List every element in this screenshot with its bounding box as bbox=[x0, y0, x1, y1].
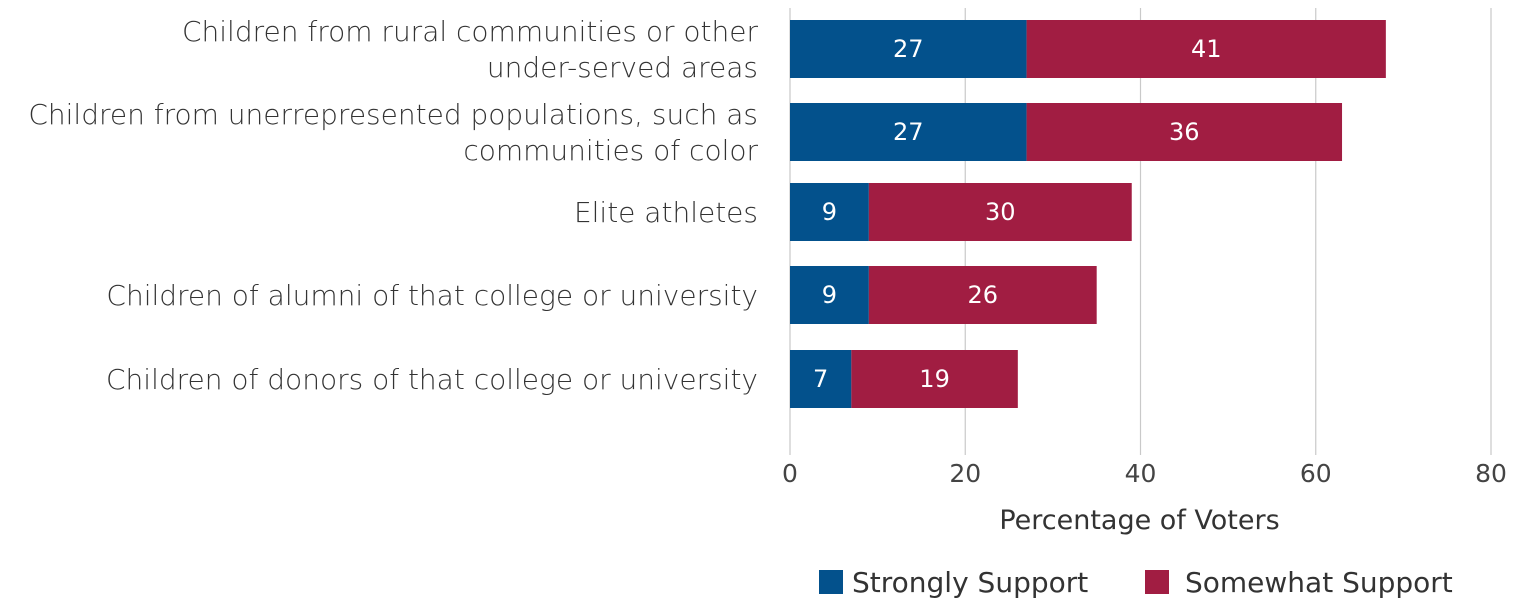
category-label-1-line-0: Children from unerrepresented population… bbox=[28, 98, 758, 131]
bar-value-label-strongly-0: 27 bbox=[893, 35, 924, 63]
bar-strongly-2 bbox=[790, 183, 869, 241]
bar-value-label-strongly-4: 7 bbox=[813, 365, 828, 393]
bar-value-label-somewhat-4: 19 bbox=[919, 365, 950, 393]
bar-somewhat-2 bbox=[868, 183, 1132, 241]
bars-layer: 27 41 27 36 9 30 9 26 7 19 bbox=[790, 20, 1386, 408]
category-label-0-line-1: under-served areas bbox=[487, 51, 758, 84]
bar-somewhat-4 bbox=[851, 350, 1018, 408]
category-label-2-line-0: Elite athletes bbox=[574, 196, 758, 229]
category-label-4-line-0: Children of donors of that college or un… bbox=[106, 363, 758, 396]
bar-value-label-somewhat-0: 41 bbox=[1191, 35, 1222, 63]
category-label-1-line-1: communities of color bbox=[463, 134, 758, 167]
bar-value-label-somewhat-1: 36 bbox=[1169, 118, 1200, 146]
x-tick-label-0: 0 bbox=[782, 459, 798, 488]
x-tick-label-40: 40 bbox=[1125, 459, 1157, 488]
x-tick-label-20: 20 bbox=[949, 459, 981, 488]
bar-value-label-strongly-1: 27 bbox=[893, 118, 924, 146]
bar-strongly-4 bbox=[790, 350, 852, 408]
bar-value-label-strongly-3: 9 bbox=[822, 281, 837, 309]
x-axis: 0 20 40 60 80 Percentage of Voters bbox=[782, 459, 1507, 536]
bar-value-label-strongly-2: 9 bbox=[822, 198, 837, 226]
category-labels-layer: Children from rural communities or other… bbox=[28, 15, 758, 396]
legend-swatch-somewhat-support bbox=[1145, 570, 1169, 594]
legend: Strongly Support Somewhat Support bbox=[819, 566, 1453, 599]
category-label-0-line-0: Children from rural communities or other bbox=[182, 15, 759, 48]
bar-value-label-somewhat-2: 30 bbox=[985, 198, 1016, 226]
bar-somewhat-0 bbox=[1026, 20, 1386, 78]
legend-swatch-strongly-support bbox=[819, 570, 843, 594]
bar-somewhat-1 bbox=[1026, 103, 1343, 161]
x-tick-label-60: 60 bbox=[1300, 459, 1332, 488]
legend-label-somewhat-support: Somewhat Support bbox=[1185, 566, 1453, 599]
x-tick-label-80: 80 bbox=[1475, 459, 1507, 488]
bar-value-label-somewhat-3: 26 bbox=[968, 281, 999, 309]
bar-somewhat-3 bbox=[868, 266, 1097, 324]
x-axis-title: Percentage of Voters bbox=[999, 505, 1279, 536]
bar-strongly-0 bbox=[790, 20, 1027, 78]
bar-strongly-3 bbox=[790, 266, 869, 324]
legend-label-strongly-support: Strongly Support bbox=[852, 566, 1088, 599]
bar-strongly-1 bbox=[790, 103, 1027, 161]
category-label-3-line-0: Children of alumni of that college or un… bbox=[106, 279, 758, 312]
